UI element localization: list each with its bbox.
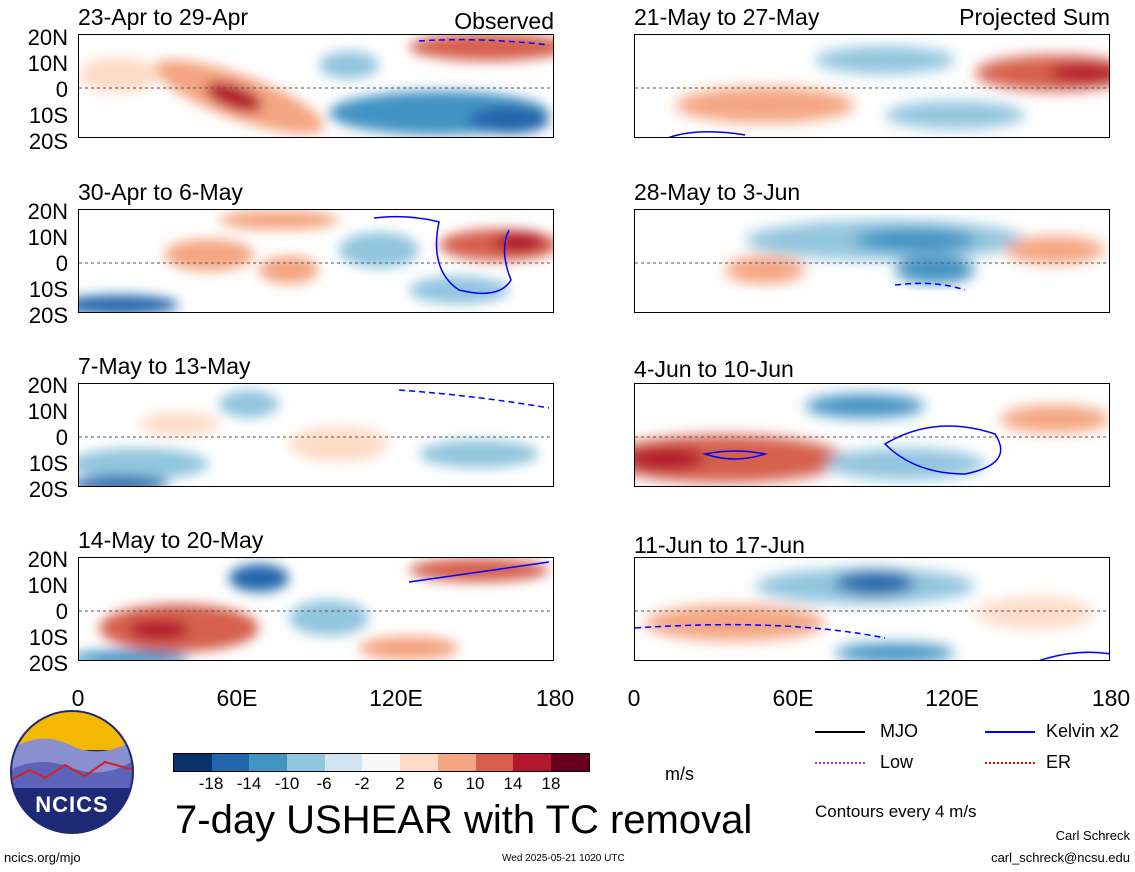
colorbar-tick: -6: [316, 774, 332, 793]
colorbar-swatch: [249, 754, 288, 771]
footer-url: ncics.org/mjo: [4, 850, 81, 865]
legend-er-label: ER: [1046, 752, 1072, 772]
map-panel-right-1: [634, 34, 1110, 138]
lon-label: 180: [535, 685, 575, 711]
colorbar-tick: 6: [433, 774, 443, 793]
lon-label: 180: [1091, 685, 1131, 711]
lat-label: 20S: [28, 303, 68, 328]
colorbar-tick: 2: [395, 774, 405, 793]
main-title: 7-day USHEAR with TC removal: [175, 798, 753, 842]
lon-label: 120E: [369, 685, 423, 711]
panel-title-left-1: 23-Apr to 29-Apr: [78, 4, 249, 30]
colorbar-swatch: [475, 754, 514, 771]
legend-mjo-label: MJO: [880, 721, 918, 741]
map-panel-right-2: [634, 209, 1110, 313]
lat-label: 20S: [28, 129, 68, 154]
legend-kelvin-label: Kelvin x2: [1046, 721, 1120, 741]
lat-label: 10S: [28, 451, 68, 476]
colorbar-tick: 14: [503, 774, 523, 793]
colorbar-tick: 10: [465, 774, 485, 793]
lat-label: 0: [55, 599, 68, 624]
colorbar-swatch: [400, 754, 438, 771]
panel-title-left-3: 7-May to 13-May: [78, 353, 251, 379]
lat-label: 10S: [28, 277, 68, 302]
colorbar-tick: -10: [274, 774, 300, 793]
lat-label: 20N: [27, 547, 68, 572]
lon-label: 60E: [216, 685, 258, 711]
colorbar-swatch: [324, 754, 363, 771]
lon-label: 0: [627, 685, 641, 711]
panel-title-right-1: 21-May to 27-May: [634, 4, 820, 30]
map-panel-left-2: [78, 209, 554, 313]
lat-label: 0: [55, 425, 68, 450]
panel-title-left-2: 30-Apr to 6-May: [78, 179, 243, 205]
lat-label: 20N: [27, 25, 68, 50]
ncics-logo: NCICS: [10, 710, 134, 834]
colorbar-tick: -2: [354, 774, 370, 793]
colorbar-tick: 18: [541, 774, 561, 793]
lat-label: 10N: [27, 225, 68, 250]
legend-low-label: Low: [880, 752, 914, 772]
colorbar-swatch: [287, 754, 325, 771]
lat-label: 10N: [27, 51, 68, 76]
lat-label: 10N: [27, 573, 68, 598]
panel-title-right-2: 28-May to 3-Jun: [634, 179, 801, 205]
colorbar-swatch: [174, 754, 212, 771]
observed-label: Observed: [454, 8, 554, 34]
panel-title-right-4: 11-Jun to 17-Jun: [634, 532, 805, 558]
map-panel-left-3: [78, 383, 554, 487]
lat-label: 0: [55, 251, 68, 276]
lon-label: 120E: [925, 685, 979, 711]
lat-label: 20N: [27, 199, 68, 224]
lat-label: 10S: [28, 103, 68, 128]
colorbar-swatch: [362, 754, 401, 771]
lat-label: 0: [55, 77, 68, 102]
lat-label: 20N: [27, 373, 68, 398]
colorbar-tick: -14: [236, 774, 262, 793]
lon-label: 60E: [772, 685, 814, 711]
contours-note: Contours every 4 m/s: [815, 802, 977, 821]
projected-sum-label: Projected Sum: [959, 4, 1110, 30]
legend-kelvin-line: [985, 731, 1035, 733]
colorbar: [173, 753, 590, 772]
lat-label: 10N: [27, 399, 68, 424]
map-panel-left-1: [78, 34, 554, 138]
lon-label: 0: [71, 685, 85, 711]
footer-author: Carl Schreck: [1055, 828, 1130, 843]
lat-label: 10S: [28, 625, 68, 650]
panel-title-right-3: 4-Jun to 10-Jun: [634, 356, 794, 382]
colorbar-swatch: [550, 754, 589, 771]
legend-mjo-line: [815, 731, 865, 733]
lat-label: 20S: [28, 477, 68, 502]
colorbar-swatch: [437, 754, 476, 771]
map-panel-left-4: [78, 557, 554, 661]
colorbar-tick: -18: [198, 774, 224, 793]
lat-label: 20S: [28, 651, 68, 676]
map-panel-right-3: [634, 383, 1110, 487]
legend-low-line: [815, 762, 865, 764]
logo-text: NCICS: [35, 792, 109, 817]
map-panel-right-4: [634, 557, 1110, 661]
panel-title-left-4: 14-May to 20-May: [78, 527, 264, 553]
colorbar-units: m/s: [665, 764, 694, 784]
footer-timestamp: Wed 2025-05-21 1020 UTC: [502, 853, 625, 864]
colorbar-swatch: [211, 754, 250, 771]
legend-er-line: [985, 762, 1035, 764]
footer-email: carl_schreck@ncsu.edu: [991, 850, 1130, 865]
colorbar-swatch: [513, 754, 551, 771]
